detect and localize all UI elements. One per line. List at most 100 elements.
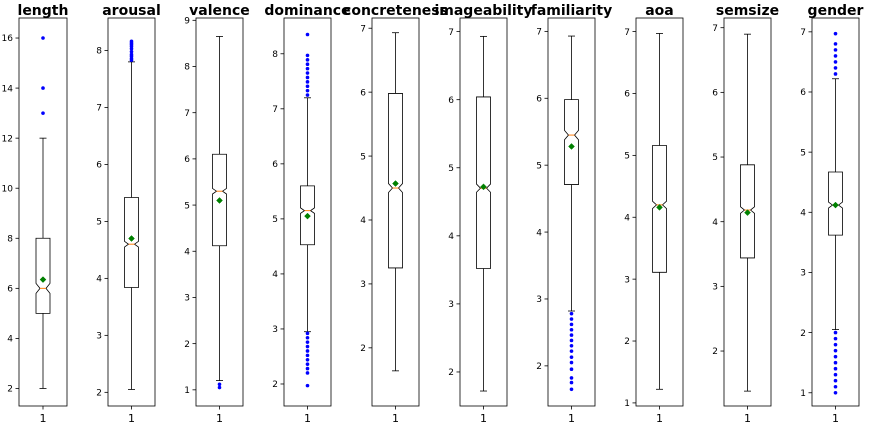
y-tick-label: 4 <box>7 335 13 345</box>
y-tick-label: 8 <box>7 234 13 244</box>
y-tick-label: 2 <box>96 389 102 399</box>
y-tick-label: 1 <box>184 386 190 396</box>
outlier-point <box>833 60 838 64</box>
outlier-point <box>833 342 838 347</box>
panel-title: familiarity <box>531 3 613 19</box>
box <box>212 153 227 247</box>
outlier-point <box>833 390 838 395</box>
outlier-point <box>569 333 574 337</box>
outlier-point <box>569 327 574 332</box>
outlier-point <box>305 71 310 75</box>
panel-title: dominance <box>264 3 350 19</box>
outlier-point <box>305 88 310 93</box>
axes-frame <box>811 17 860 407</box>
y-tick-label: 9 <box>184 17 190 27</box>
x-tick-label: 1 <box>656 412 663 425</box>
outlier-point <box>305 75 310 80</box>
y-tick-label: 5 <box>624 152 630 162</box>
panel-4: concreteness 2 3 4 5 6 7 1 <box>343 3 448 425</box>
y-tick-label: 6 <box>184 155 190 165</box>
y-tick-label: 2 <box>800 329 806 339</box>
outlier-point <box>569 367 574 372</box>
y-tick-label: 4 <box>360 216 366 226</box>
box <box>476 96 491 269</box>
outlier-point <box>305 371 310 375</box>
y-tick-label: 5 <box>712 153 718 163</box>
panel-title: imageability <box>434 3 532 19</box>
box <box>300 185 315 246</box>
outlier-point <box>305 80 310 84</box>
outlier-point <box>305 62 310 67</box>
y-tick-label: 6 <box>96 161 102 171</box>
y-tick-label: 14 <box>2 84 14 94</box>
y-tick-label: 7 <box>800 28 806 38</box>
outlier-point <box>569 311 574 316</box>
y-tick-label: 8 <box>272 50 278 60</box>
outlier-point <box>305 349 310 353</box>
outlier-point <box>129 52 134 57</box>
outlier-point <box>569 338 574 343</box>
outlier-point <box>569 355 574 359</box>
y-tick-label: 7 <box>96 104 102 114</box>
panel-0: length 2 4 6 8 10 12 14 16 1 <box>2 3 69 425</box>
y-tick-label: 3 <box>96 332 102 342</box>
y-tick-label: 10 <box>2 184 14 194</box>
outlier-point <box>129 39 134 44</box>
y-tick-label: 4 <box>96 275 102 285</box>
box <box>828 171 843 236</box>
y-tick-label: 4 <box>184 247 190 257</box>
panel-title: concreteness <box>343 3 448 19</box>
panel-5: imageability 2 3 4 5 6 7 1 <box>434 3 532 425</box>
outlier-point <box>833 360 838 365</box>
panel-6: familiarity 2 3 4 5 6 7 1 <box>531 3 613 425</box>
y-tick-label: 5 <box>800 148 806 158</box>
outlier-point <box>833 384 838 389</box>
x-tick-label: 1 <box>216 412 223 425</box>
outlier-point <box>833 42 838 46</box>
outlier-point <box>41 36 45 40</box>
y-tick-label: 12 <box>2 134 13 144</box>
outlier-point <box>569 380 574 385</box>
panel-7: aoa 1 2 3 4 5 6 7 1 <box>624 3 684 425</box>
axes-frame <box>635 17 684 407</box>
outlier-point <box>569 322 574 327</box>
y-tick-label: 3 <box>800 269 806 279</box>
x-tick-label: 1 <box>568 412 575 425</box>
outlier-point <box>833 372 838 377</box>
y-tick-label: 6 <box>272 160 278 170</box>
y-tick-label: 4 <box>800 209 806 219</box>
y-tick-label: 3 <box>360 280 366 290</box>
box <box>652 145 667 273</box>
y-tick-label: 5 <box>184 201 190 211</box>
y-tick-label: 2 <box>624 337 630 347</box>
outlier-point <box>305 93 310 97</box>
y-tick-label: 3 <box>448 300 454 310</box>
y-tick-label: 6 <box>7 285 13 295</box>
x-tick-label: 1 <box>128 412 135 425</box>
x-tick-label: 1 <box>304 412 311 425</box>
outlier-point <box>305 335 310 340</box>
y-tick-label: 4 <box>712 218 718 228</box>
outlier-point <box>569 349 574 353</box>
axes-frame <box>547 17 596 407</box>
outlier-point <box>305 53 310 58</box>
outlier-point <box>305 66 310 71</box>
outlier-point <box>833 66 838 70</box>
outlier-point <box>833 72 838 76</box>
y-tick-label: 7 <box>536 28 542 38</box>
outlier-point <box>305 84 310 89</box>
outlier-point <box>833 54 838 58</box>
y-tick-label: 4 <box>536 228 542 238</box>
y-tick-label: 6 <box>800 88 806 98</box>
y-tick-label: 6 <box>448 96 454 106</box>
outlier-point <box>833 366 838 371</box>
mean-marker <box>480 183 487 191</box>
outlier-point <box>305 32 310 37</box>
outlier-point <box>41 86 45 90</box>
y-tick-label: 2 <box>7 385 13 395</box>
y-tick-label: 1 <box>624 399 630 409</box>
y-tick-label: 7 <box>272 105 278 115</box>
mean-marker <box>304 212 311 220</box>
outlier-point <box>569 376 574 380</box>
